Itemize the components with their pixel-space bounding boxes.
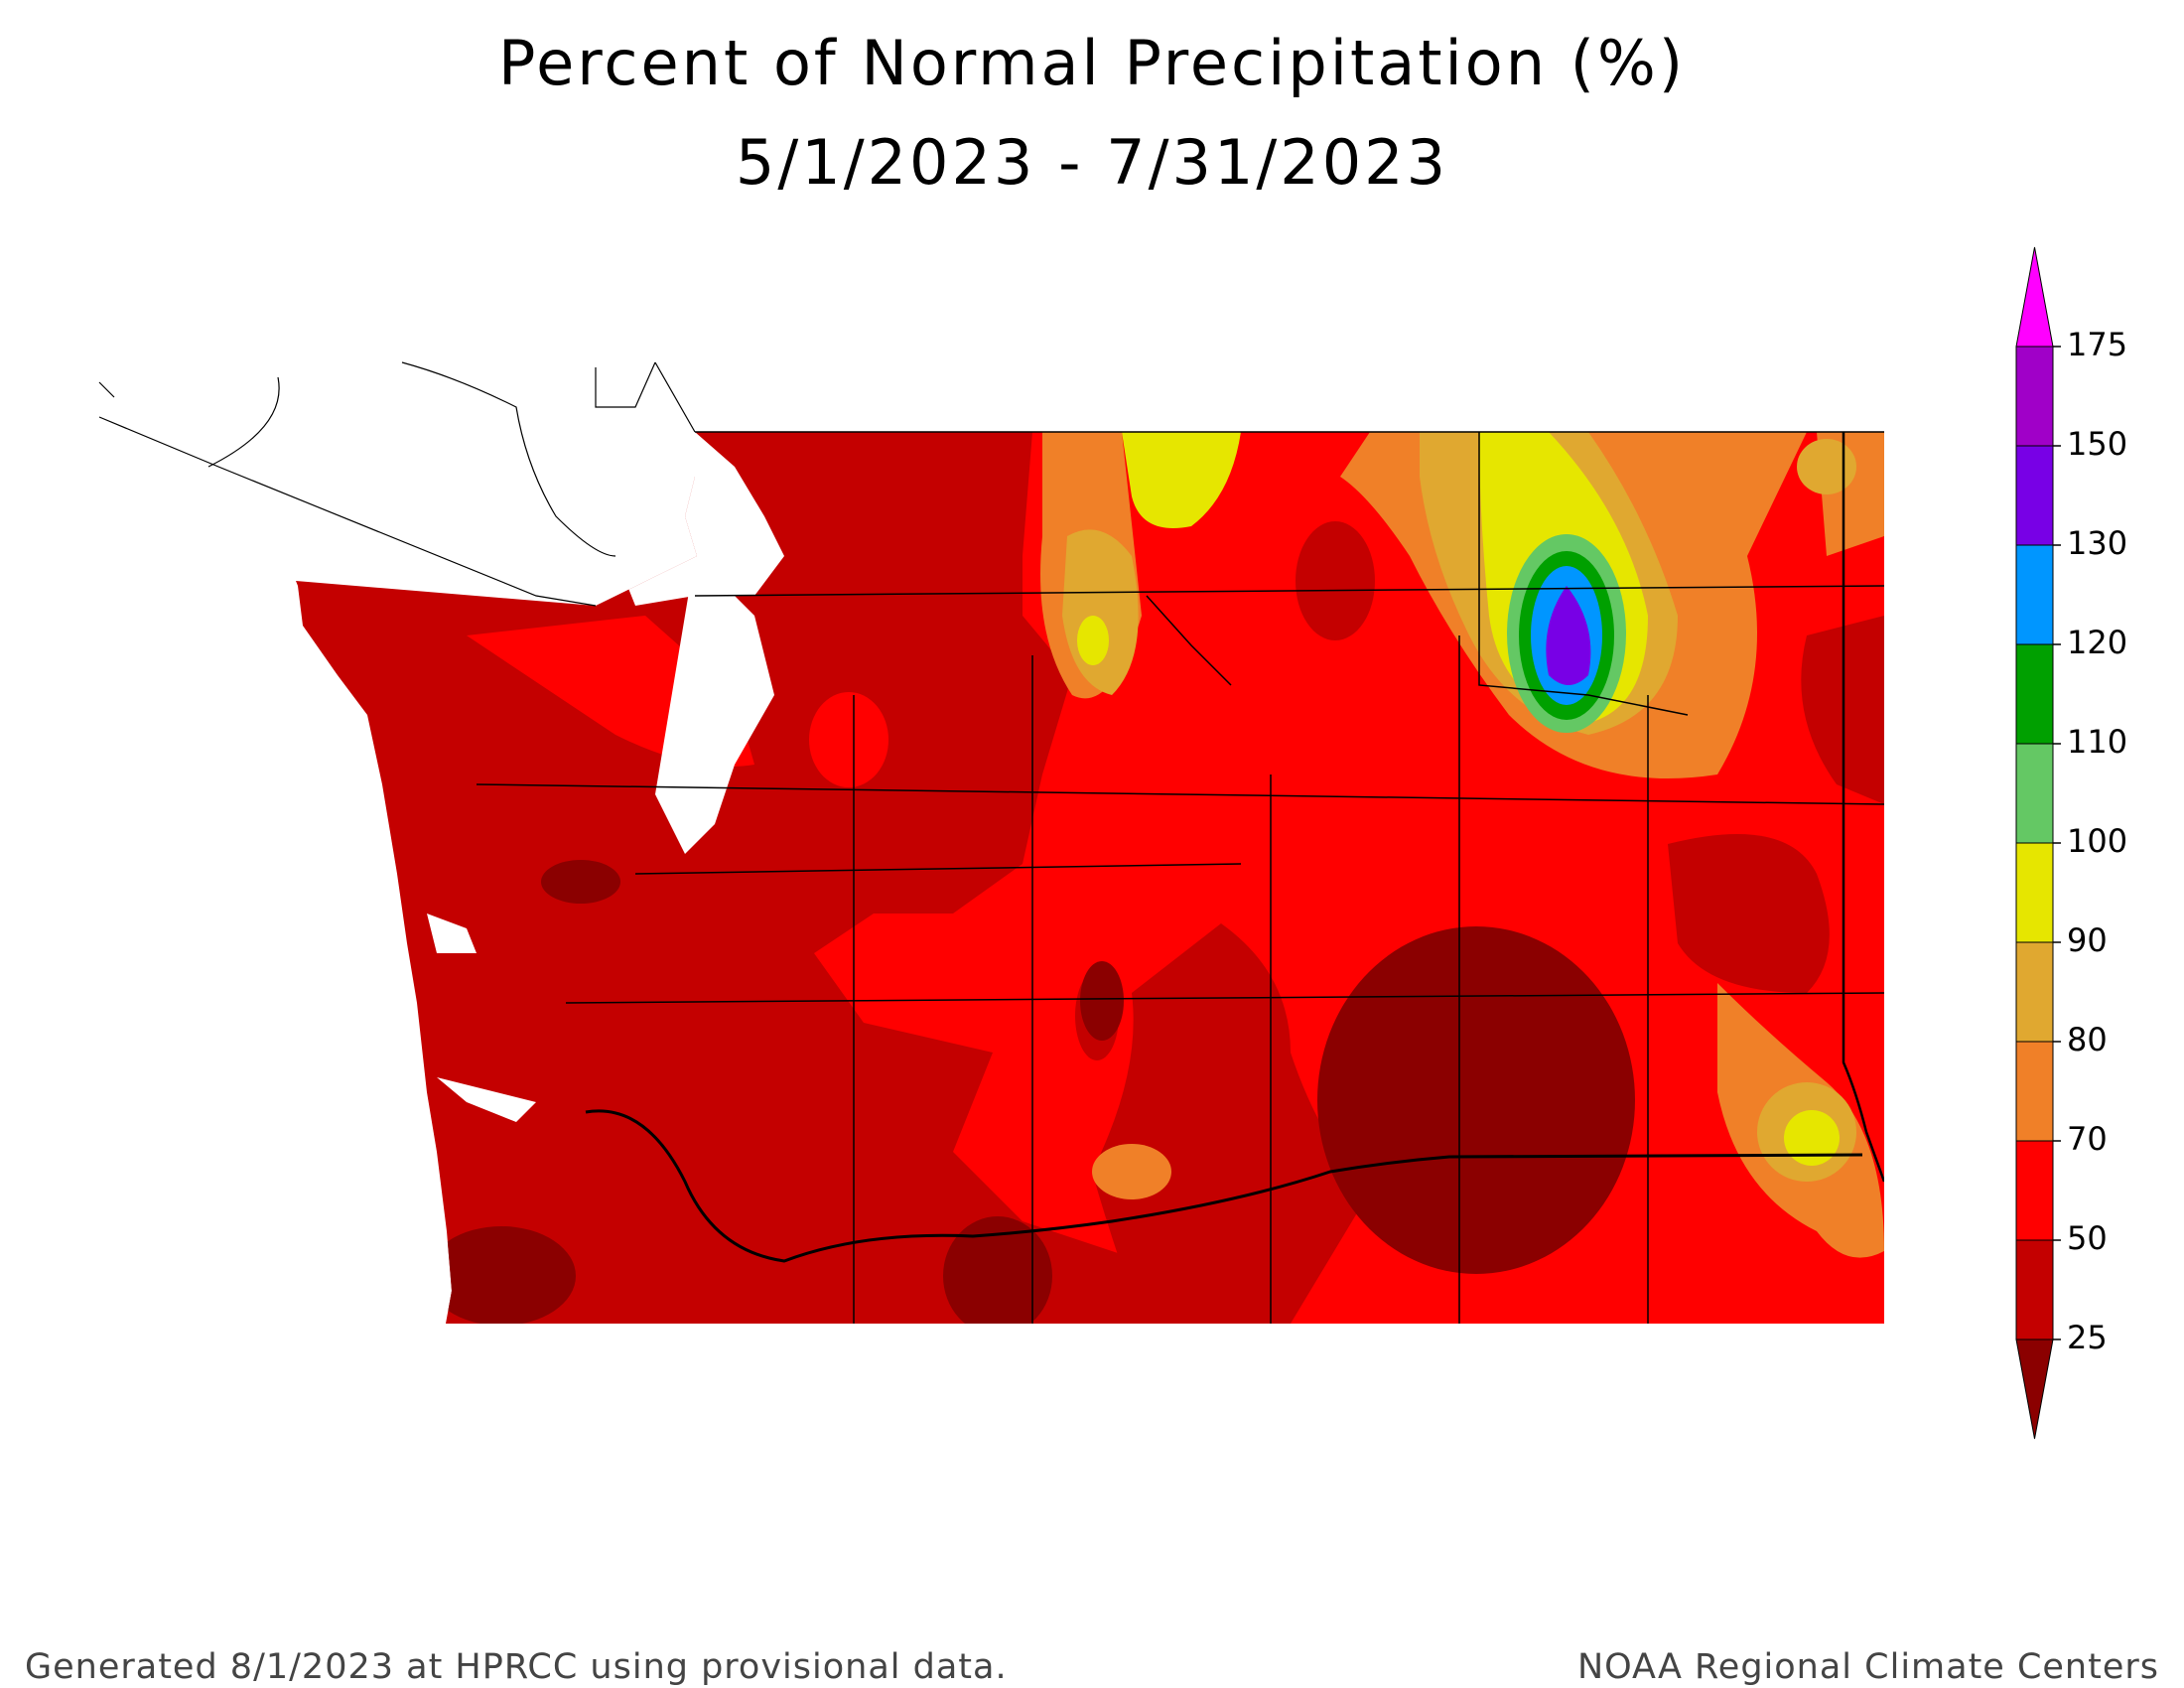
legend-swatch <box>2015 743 2054 844</box>
legend-arrow-high <box>2015 246 2054 348</box>
legend-swatch <box>2015 544 2054 645</box>
legend-swatch <box>2015 842 2054 943</box>
legend-swatch <box>2015 1041 2054 1142</box>
legend-tick-label: 150 <box>2067 425 2127 463</box>
legend-tick-label: 70 <box>2067 1120 2108 1158</box>
footer-left: Generated 8/1/2023 at HPRCC using provis… <box>25 1647 1008 1687</box>
legend-tick-label: 100 <box>2067 822 2127 860</box>
legend: 25 50 70 80 90 100 110 120 130 150 175 <box>2015 246 2127 1440</box>
legend-tick-label: 80 <box>2067 1021 2108 1058</box>
legend-tick-label: 110 <box>2067 723 2127 761</box>
legend-tick-label: 90 <box>2067 921 2108 959</box>
map-title: Percent of Normal Precipitation (%) <box>498 27 1686 99</box>
legend-tick-label: 120 <box>2067 624 2127 661</box>
map-subtitle: 5/1/2023 - 7/31/2023 <box>736 126 1448 199</box>
legend-swatch <box>2015 445 2054 546</box>
precip-map <box>296 432 1884 1324</box>
legend-swatch <box>2015 1239 2054 1340</box>
legend-swatch <box>2015 346 2054 447</box>
legend-swatch <box>2015 1140 2054 1241</box>
legend-arrow-low <box>2015 1338 2054 1440</box>
footer-right: NOAA Regional Climate Centers <box>1577 1647 2159 1687</box>
legend-tick-label: 130 <box>2067 524 2127 562</box>
legend-tick-label: 175 <box>2067 326 2127 363</box>
legend-swatch <box>2015 941 2054 1043</box>
legend-swatch <box>2015 643 2054 745</box>
legend-tick-label: 25 <box>2067 1319 2108 1356</box>
legend-tick-label: 50 <box>2067 1219 2108 1257</box>
